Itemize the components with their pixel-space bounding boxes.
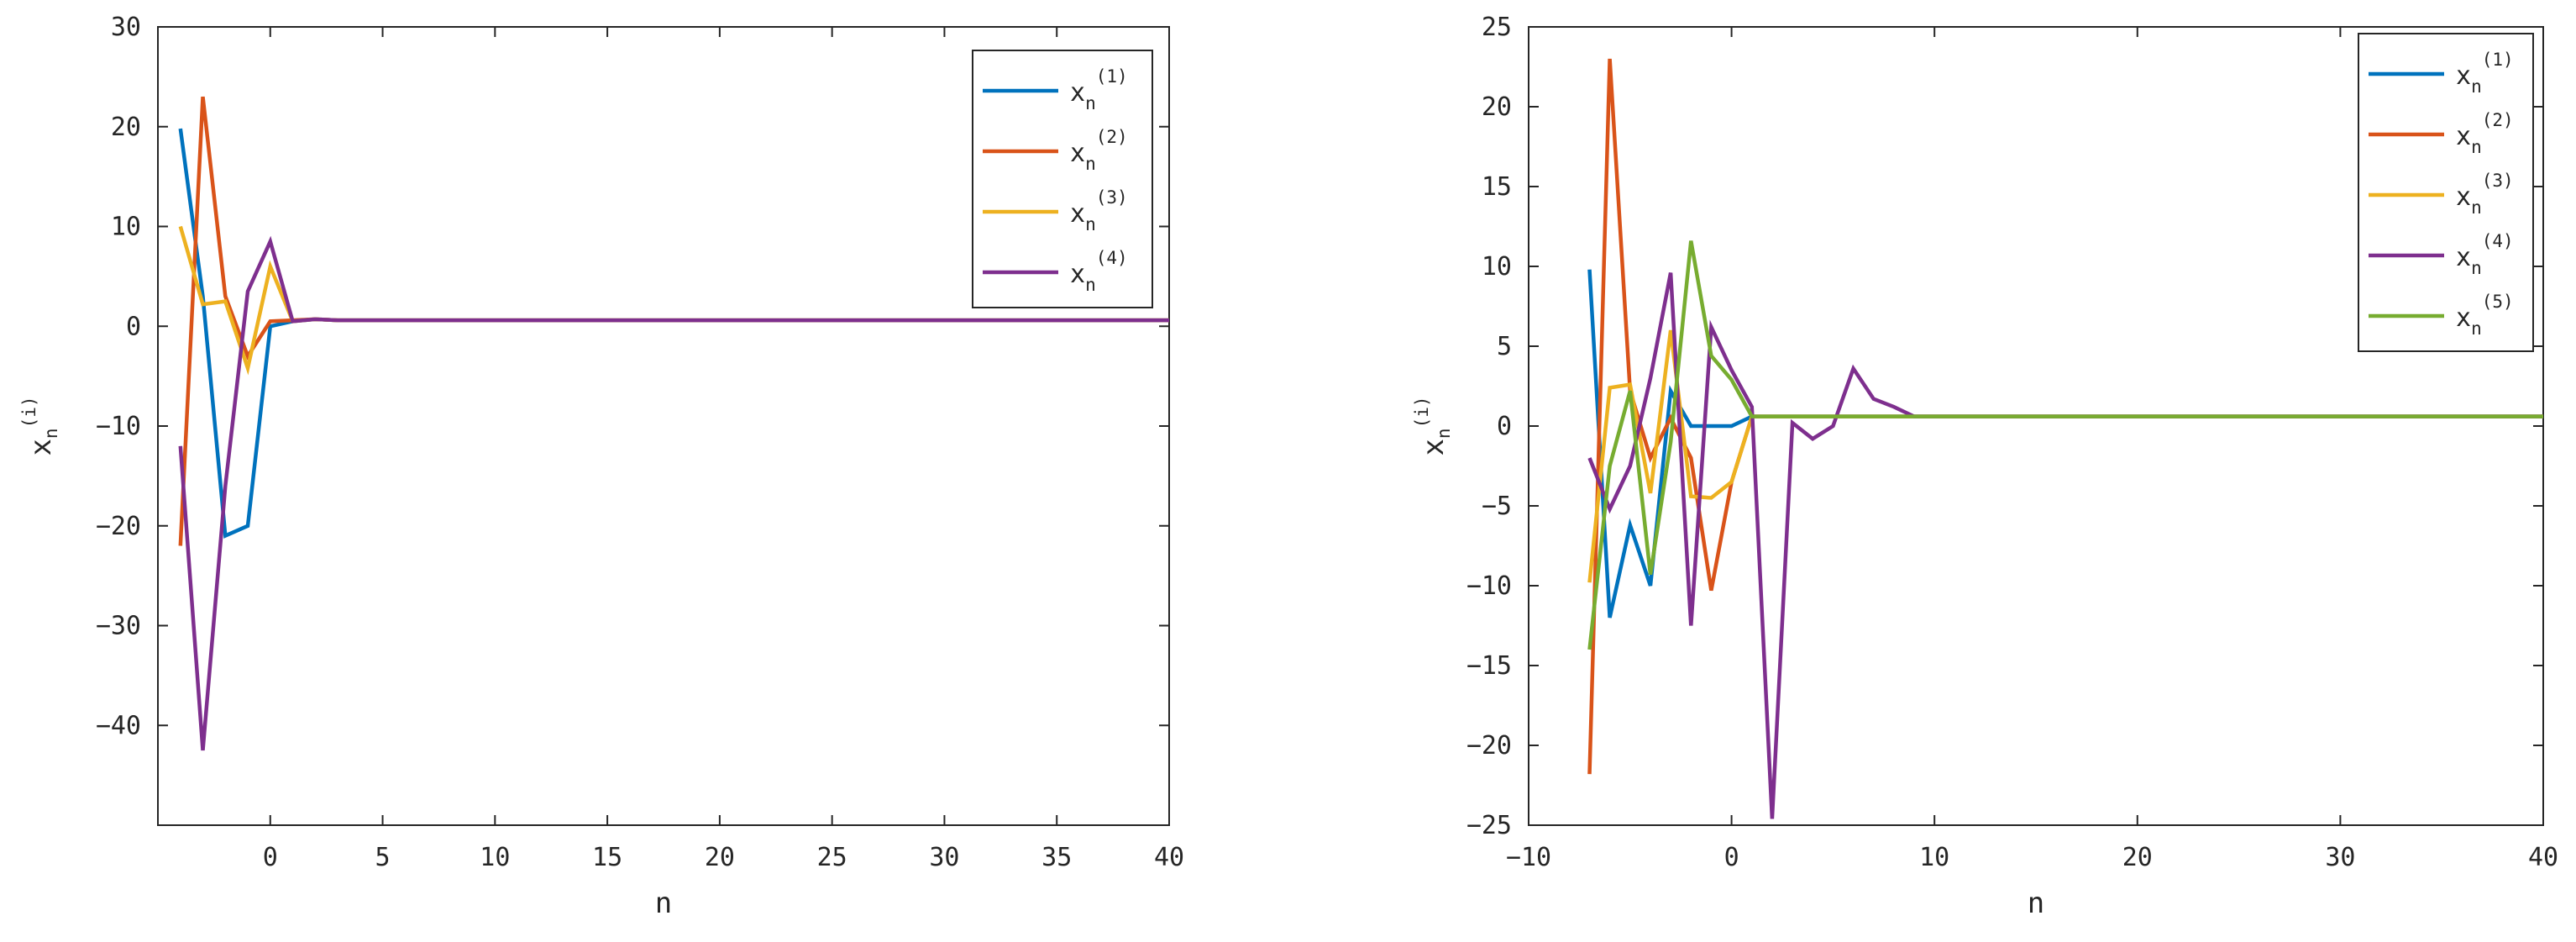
legend-entry-sub: n — [1085, 275, 1096, 295]
y-tick-label: 10 — [1482, 252, 1512, 282]
x-tick-label: 10 — [1919, 843, 1949, 872]
y-axis-label: xn(i) — [1412, 396, 1454, 455]
legend-entry-sub: n — [2471, 258, 2482, 278]
legend-entry-sup: (4) — [2482, 231, 2514, 251]
chart-1: 0 5 10 15 20 25 30 35 40−40−30−20−100102030nxn(i… — [19, 13, 1184, 920]
legend-entry-sup: (5) — [2482, 292, 2514, 312]
legend-entry-base: x — [1070, 199, 1085, 229]
series-line-4 — [178, 235, 1169, 751]
y-tick-label: −15 — [1466, 651, 1512, 681]
series-line-4 — [1587, 272, 2543, 819]
legend-entry-sub: n — [2471, 318, 2482, 339]
x-tick-label: 40 — [1154, 843, 1184, 872]
series-group — [178, 96, 1169, 751]
x-tick-label: 40 — [2528, 843, 2558, 872]
legend-entry-base: x — [1070, 78, 1085, 108]
y-tick-label: −10 — [96, 412, 141, 441]
y-axis-label-sup: (i) — [19, 396, 39, 428]
legend-entry-sub: n — [1085, 93, 1096, 113]
y-axis-label: xn(i) — [19, 396, 61, 455]
y-axis-label-sub: n — [1434, 428, 1454, 439]
x-tick-label: −10 — [1506, 843, 1551, 872]
legend: xn(1)xn(2)xn(3)xn(4)xn(5) — [2358, 33, 2534, 352]
legend-entry-base: x — [2456, 122, 2471, 151]
legend-box — [972, 50, 1153, 308]
x-tick-label: 15 — [592, 843, 622, 872]
legend-entry-sub: n — [2471, 76, 2482, 97]
y-axis-label-sub: n — [41, 428, 61, 439]
y-axis-label-sup: (i) — [1412, 396, 1432, 428]
x-tick-label: 25 — [817, 843, 847, 872]
series-line-3 — [1587, 329, 2543, 583]
legend-entry-4: xn(4) — [2456, 231, 2514, 278]
legend-entry-sup: (2) — [1096, 127, 1128, 147]
legend: xn(1)xn(2)xn(3)xn(4) — [972, 50, 1153, 308]
legend-entry-1: xn(1) — [1070, 66, 1128, 113]
legend-entry-2: xn(2) — [1070, 127, 1128, 174]
x-tick-label: 0 — [1724, 843, 1739, 872]
legend-entry-sub: n — [2471, 137, 2482, 157]
y-tick-label: −25 — [1466, 811, 1512, 840]
legend-entry-sup: (1) — [2482, 50, 2514, 70]
y-tick-label: 0 — [1497, 412, 1512, 441]
x-axis-label: n — [2028, 887, 2044, 920]
x-tick-label: 35 — [1041, 843, 1072, 872]
legend-entry-base: x — [2456, 303, 2471, 333]
y-tick-label: −20 — [1466, 731, 1512, 760]
x-tick-label: 30 — [929, 843, 959, 872]
legend-entry-2: xn(2) — [2456, 110, 2514, 157]
legend-entry-sup: (3) — [2482, 171, 2514, 191]
x-tick-label: 30 — [2325, 843, 2355, 872]
y-tick-label: 20 — [111, 113, 141, 142]
x-tick-label: 5 — [375, 843, 391, 872]
x-tick-label: 10 — [480, 843, 510, 872]
y-tick-label: −40 — [96, 711, 141, 740]
legend-box — [2358, 33, 2534, 352]
y-tick-label: −10 — [1466, 571, 1512, 601]
legend-entry-1: xn(1) — [2456, 50, 2514, 97]
y-tick-label: 15 — [1482, 172, 1512, 202]
legend-entry-sub: n — [1085, 214, 1096, 234]
y-tick-label: 5 — [1497, 332, 1512, 361]
series-line-5 — [1587, 240, 2543, 650]
legend-entry-3: xn(3) — [2456, 171, 2514, 218]
legend-entry-5: xn(5) — [2456, 292, 2514, 339]
legend-entry-base: x — [2456, 182, 2471, 212]
legend-entry-sub: n — [1085, 154, 1096, 174]
y-tick-label: −5 — [1482, 492, 1512, 521]
y-axis-label-base: x — [24, 439, 58, 455]
x-tick-label: 20 — [705, 843, 735, 872]
chart-2: −10 0 10 20 30 40−25−20−15−10−50510152025nxn(… — [1412, 13, 2558, 920]
y-tick-label: −20 — [96, 512, 141, 541]
x-tick-label: 0 — [263, 843, 278, 872]
y-tick-label: 20 — [1482, 92, 1512, 122]
legend-entry-sup: (1) — [1096, 66, 1128, 87]
legend-entry-base: x — [2456, 243, 2471, 272]
y-tick-label: 0 — [126, 312, 141, 341]
y-tick-label: 30 — [111, 13, 141, 42]
legend-entry-sup: (3) — [1096, 187, 1128, 208]
y-axis-label-base: x — [1417, 439, 1451, 455]
legend-entry-3: xn(3) — [1070, 187, 1128, 234]
y-tick-label: 25 — [1482, 13, 1512, 42]
legend-entry-base: x — [2456, 61, 2471, 91]
legend-entry-base: x — [1070, 139, 1085, 168]
x-tick-label: 20 — [2122, 843, 2153, 872]
legend-entry-4: xn(4) — [1070, 248, 1128, 295]
y-tick-label: −30 — [96, 612, 141, 641]
legend-entry-sup: (2) — [2482, 110, 2514, 130]
series-group — [1587, 58, 2543, 819]
legend-entry-sub: n — [2471, 197, 2482, 218]
legend-entry-base: x — [1070, 260, 1085, 289]
y-tick-label: 10 — [111, 213, 141, 242]
x-axis-label: n — [655, 887, 672, 920]
legend-entry-sup: (4) — [1096, 248, 1128, 268]
